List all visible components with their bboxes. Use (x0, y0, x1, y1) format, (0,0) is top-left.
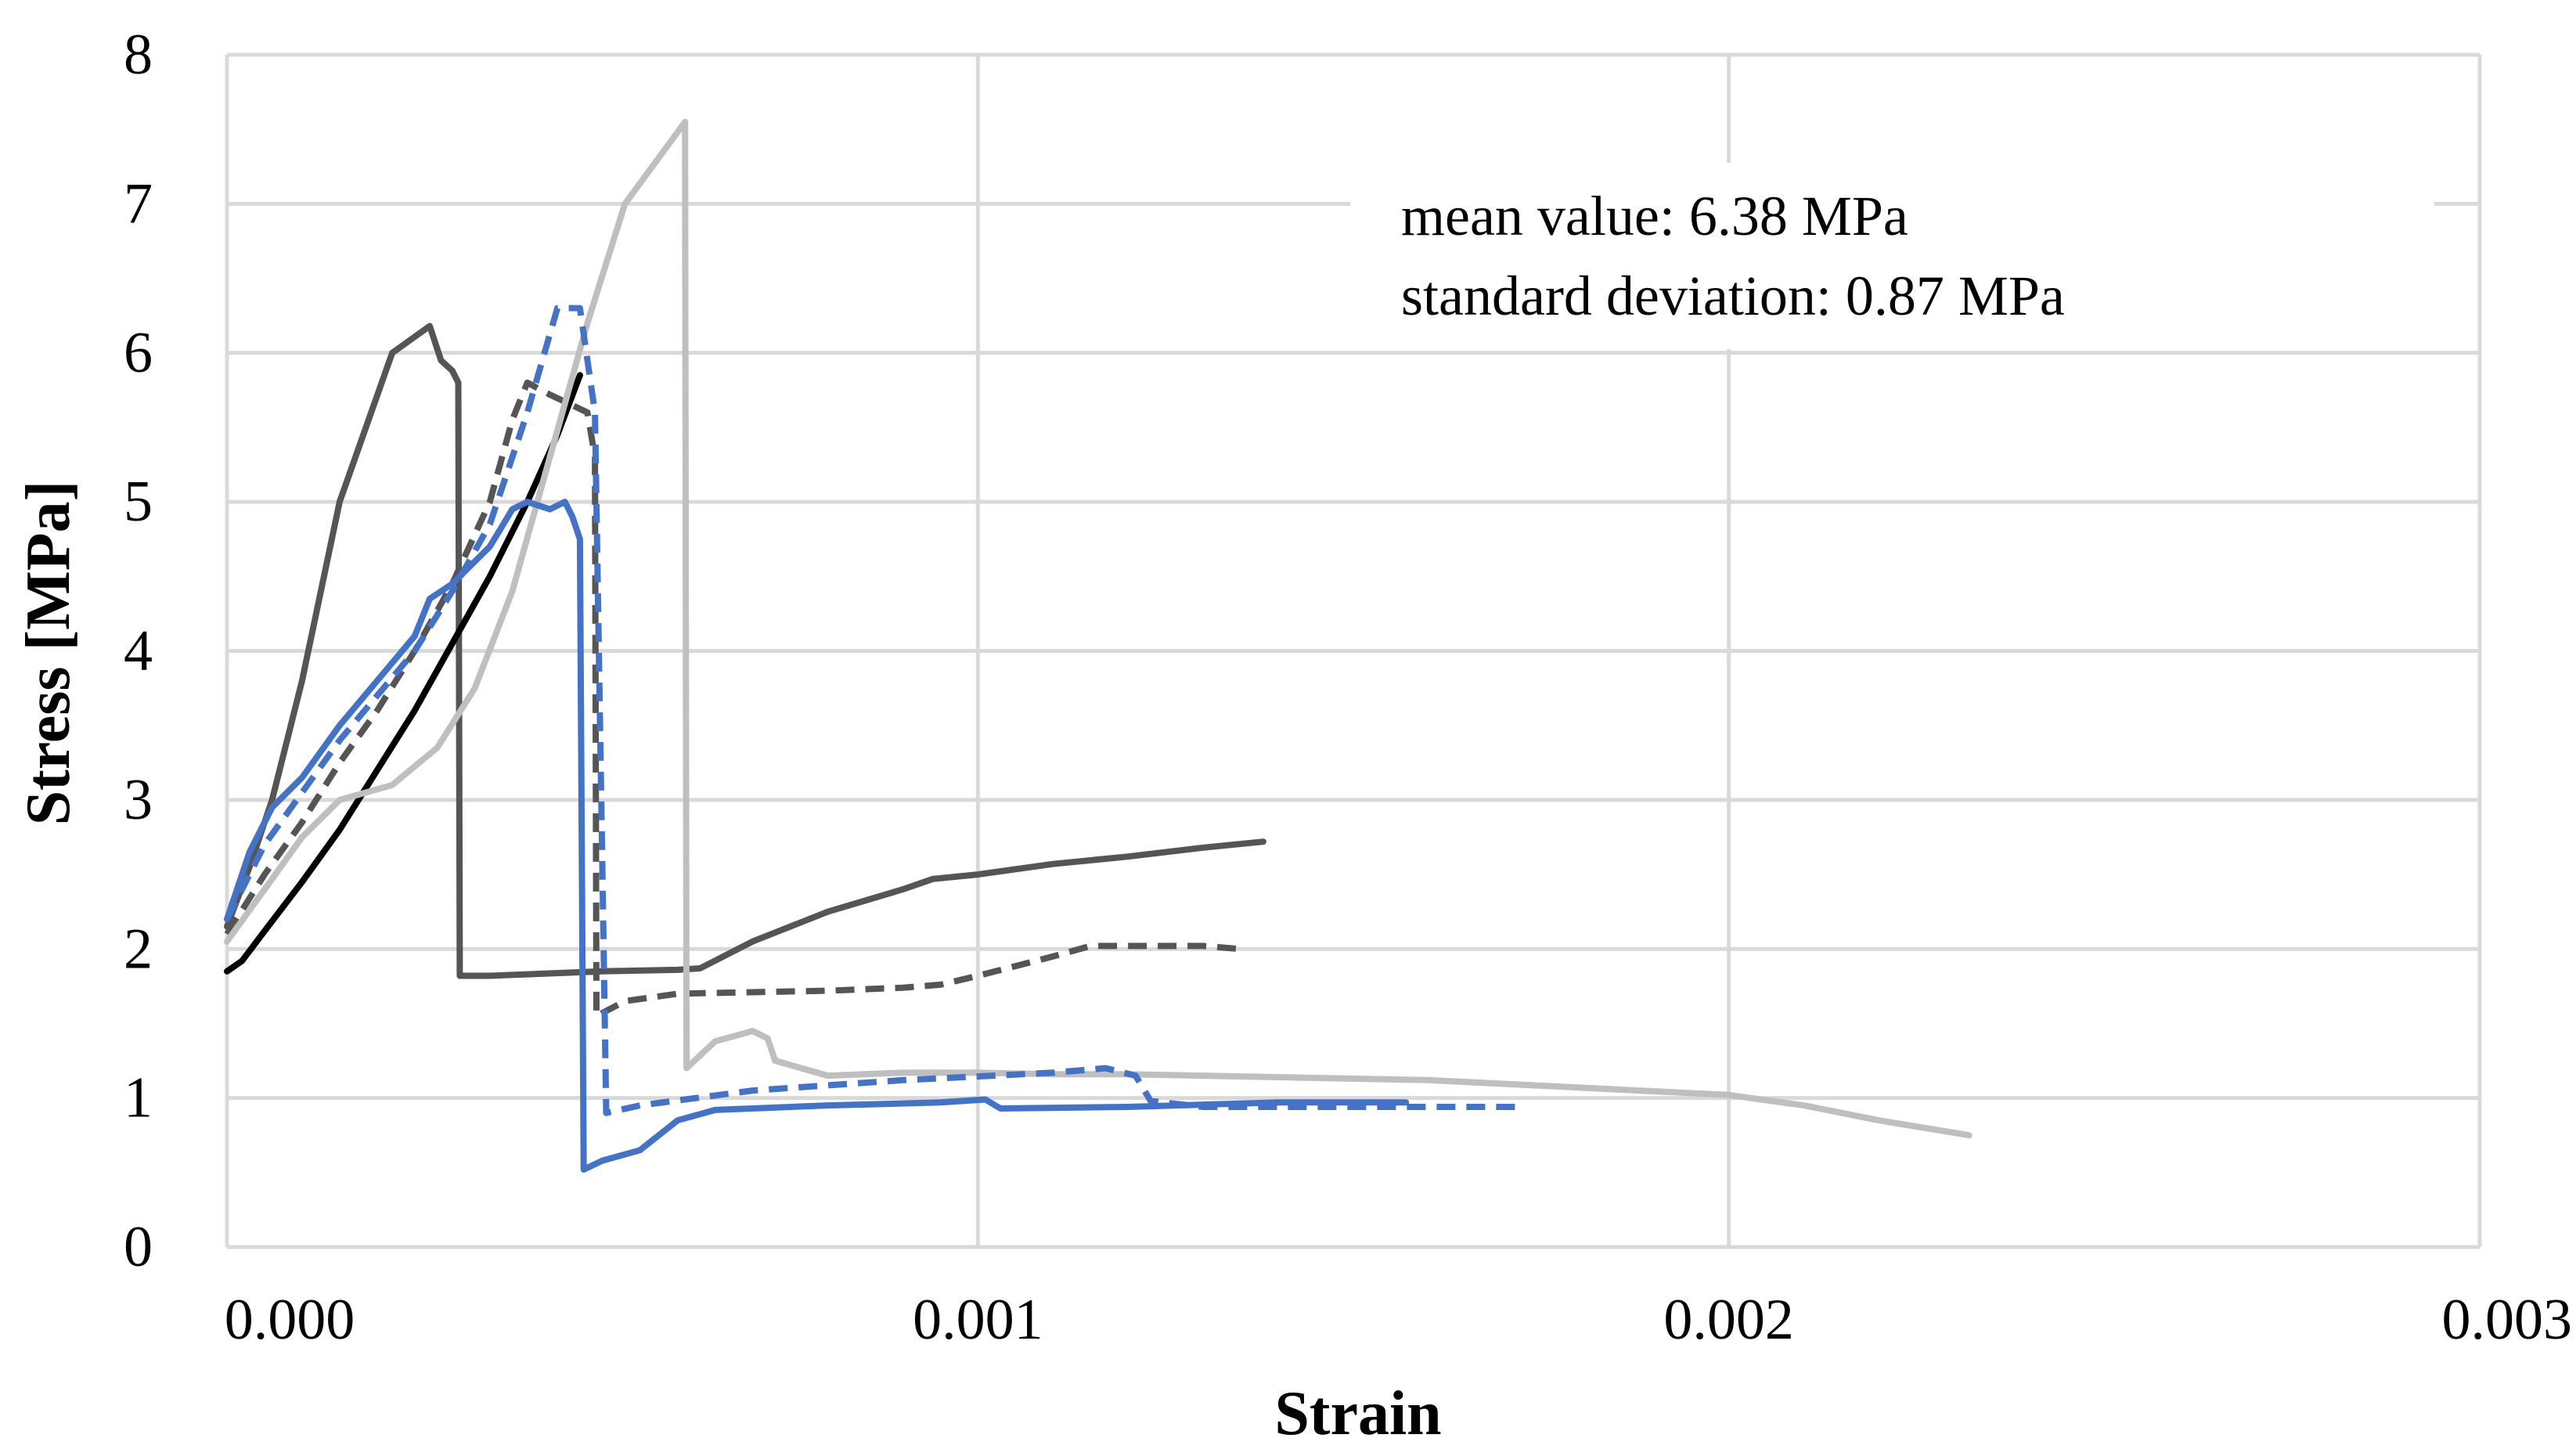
x-tick-label-0: 0.000 (225, 1288, 355, 1352)
series-line-specimen-blue-dashed (224, 305, 1519, 1116)
y-tick-label-2: 2 (124, 917, 153, 981)
tick-labels: 0 1 2 3 4 5 6 7 8 0.000 0.001 0.002 0.003 (124, 23, 2572, 1352)
y-tick-label-8: 8 (124, 23, 153, 87)
annotation-mean: mean value: 6.38 MPa (1401, 185, 1908, 247)
x-tick-label-3: 0.003 (2442, 1288, 2573, 1352)
annotation-std-dev: standard deviation: 0.87 MPa (1401, 265, 2065, 327)
y-tick-label-7: 7 (124, 171, 153, 236)
annotation-background (1350, 163, 2434, 349)
annotation-box: mean value: 6.38 MPa standard deviation:… (1350, 163, 2434, 349)
x-tick-label-1: 0.001 (913, 1288, 1043, 1352)
y-tick-label-5: 5 (124, 470, 153, 534)
y-tick-label-3: 3 (124, 768, 153, 832)
y-tick-label-6: 6 (124, 321, 153, 385)
x-axis-title: Strain (1274, 1379, 1441, 1448)
series-line-specimen-dark-gray-solid (224, 323, 1266, 979)
y-tick-label-4: 4 (124, 619, 153, 683)
series-group (224, 118, 1973, 1173)
y-axis-title: Stress [MPa] (14, 481, 83, 826)
x-tick-label-2: 0.002 (1663, 1288, 1794, 1352)
y-tick-label-0: 0 (124, 1215, 153, 1279)
series-line-specimen-black-solid (224, 372, 583, 975)
series-line-specimen-blue-solid (224, 499, 1410, 1173)
series-line-specimen-light-gray-solid (224, 118, 1973, 1139)
grid-lines (225, 52, 2482, 1249)
y-tick-label-1: 1 (124, 1066, 153, 1130)
